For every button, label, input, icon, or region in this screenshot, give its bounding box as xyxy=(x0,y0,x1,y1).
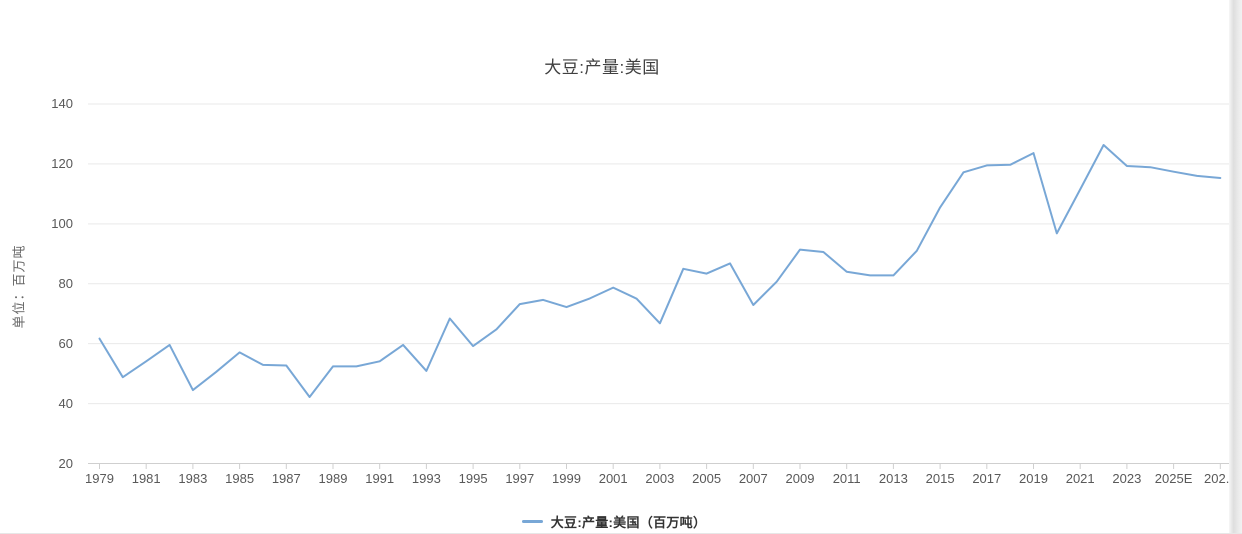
x-tick-label: 2019 xyxy=(1019,471,1048,486)
y-tick-label: 120 xyxy=(51,155,73,171)
legend-item[interactable]: 大豆:产量:美国（百万吨） xyxy=(0,511,1228,531)
x-tick-label: 202... xyxy=(1204,471,1237,486)
y-tick-label: 40 xyxy=(58,395,73,411)
x-tick-label: 2011 xyxy=(832,471,861,486)
x-tick-label: 2023 xyxy=(1112,471,1142,486)
x-axis xyxy=(88,463,1230,469)
x-tick-label: 1985 xyxy=(225,471,255,486)
x-tick-label: 1993 xyxy=(411,471,441,486)
y-tick-label: 100 xyxy=(51,215,73,231)
x-tick-label: 1987 xyxy=(271,471,301,486)
x-tick-label: 2025E xyxy=(1154,471,1193,486)
x-tick-label: 2013 xyxy=(878,471,908,486)
x-tick-label: 1995 xyxy=(458,471,488,486)
x-tick-label: 2021 xyxy=(1065,471,1095,486)
x-tick-label: 1991 xyxy=(365,471,395,486)
x-tick-label: 2017 xyxy=(972,471,1002,486)
series-line-icon xyxy=(521,519,543,523)
y-tick-label: 80 xyxy=(58,275,73,291)
chart-title: 大豆:产量:美国 xyxy=(544,58,660,77)
x-tick-label: 2009 xyxy=(785,471,815,486)
page-edge-shade xyxy=(1229,0,1242,534)
x-tick-label: 2015 xyxy=(925,471,955,486)
x-tick-label: 1997 xyxy=(505,471,535,486)
y-tick-label: 60 xyxy=(58,335,73,351)
gridlines xyxy=(88,103,1230,405)
x-tick-label: 2001 xyxy=(598,471,628,486)
y-tick-label: 140 xyxy=(51,96,73,111)
x-tick-label: 1983 xyxy=(178,471,208,486)
x-tick-label: 2003 xyxy=(645,471,675,486)
x-tick-label: 2007 xyxy=(738,471,768,486)
series-line[interactable] xyxy=(98,144,1222,398)
x-tick-label: 1989 xyxy=(318,471,348,486)
x-tick-label: 1981 xyxy=(131,471,161,486)
x-tick-label: 1999 xyxy=(552,471,581,486)
legend-label: 大豆:产量:美国（百万吨） xyxy=(550,514,707,530)
x-tick-label: 1979 xyxy=(85,471,114,486)
y-tick-label: 20 xyxy=(58,455,73,471)
x-tick-label: 2005 xyxy=(692,471,722,486)
